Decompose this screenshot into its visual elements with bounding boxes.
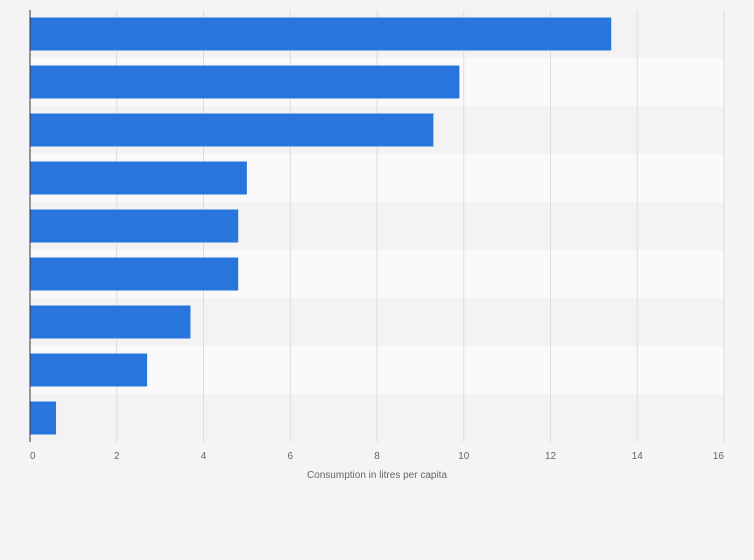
bar	[30, 305, 191, 339]
bar	[30, 209, 239, 243]
x-tick-label: 14	[632, 451, 644, 462]
x-tick-label: 4	[201, 451, 207, 462]
x-tick-label: 6	[287, 451, 293, 462]
bar	[30, 65, 460, 99]
bar	[30, 113, 434, 147]
x-axis-ticks: 0 2 4 6 8 10 12 14 16	[30, 451, 724, 462]
bar	[30, 401, 57, 435]
bars	[30, 17, 612, 435]
bar	[30, 353, 148, 387]
x-tick-label: 16	[713, 451, 725, 462]
bar	[30, 257, 239, 291]
x-tick-label: 0	[30, 451, 36, 462]
x-axis-title: Consumption in litres per capita	[307, 470, 448, 481]
x-tick-label: 2	[114, 451, 120, 462]
bar	[30, 17, 612, 51]
x-tick-label: 10	[458, 451, 470, 462]
bar	[30, 161, 247, 195]
x-tick-label: 8	[374, 451, 380, 462]
x-tick-label: 12	[545, 451, 557, 462]
